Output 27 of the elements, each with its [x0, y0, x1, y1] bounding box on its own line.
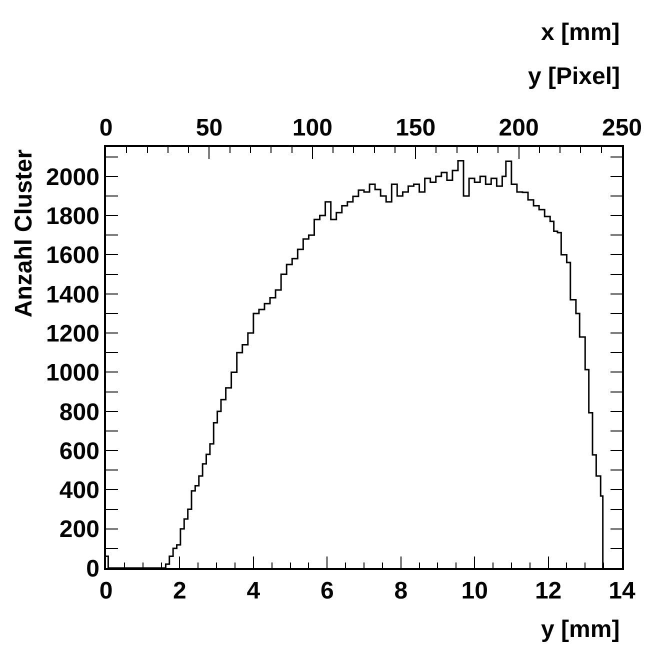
x2-tick-label: 200 [498, 114, 539, 142]
x2-tick-label: 250 [602, 114, 642, 142]
x2-axis-title: y [Pixel] [528, 63, 620, 90]
y-axis-title: Anzahl Cluster [10, 149, 38, 318]
y-tick-label: 2000 [46, 164, 100, 191]
y-tick-label: 600 [59, 438, 100, 465]
x-tick-label: 6 [320, 578, 334, 605]
y-tick-label: 1200 [46, 320, 100, 348]
x2-tick-label: 50 [196, 114, 223, 142]
x-tick-label: 4 [246, 578, 261, 605]
x-tick-label: 10 [461, 578, 488, 605]
x-tick-label: 2 [173, 578, 186, 605]
x-tick-label: 8 [394, 578, 408, 605]
x-tick-label: 12 [534, 578, 562, 605]
y-tick-label: 1400 [46, 281, 100, 308]
y-tick-label: 1800 [46, 202, 100, 230]
y-tick-label: 1000 [46, 360, 100, 387]
y-tick-label: 400 [59, 477, 100, 504]
y-tick-label: 200 [59, 516, 100, 544]
x2-tick-label: 150 [396, 114, 436, 142]
text: x [mm] [541, 19, 620, 46]
x2-tick-label: 100 [292, 114, 332, 142]
y-tick-label: 800 [59, 398, 100, 426]
y-tick-label: 1600 [46, 242, 100, 270]
x-axis-title: y [mm] [541, 616, 620, 643]
x-tick-label: 14 [608, 578, 636, 605]
y-tick-label: 0 [86, 555, 100, 582]
